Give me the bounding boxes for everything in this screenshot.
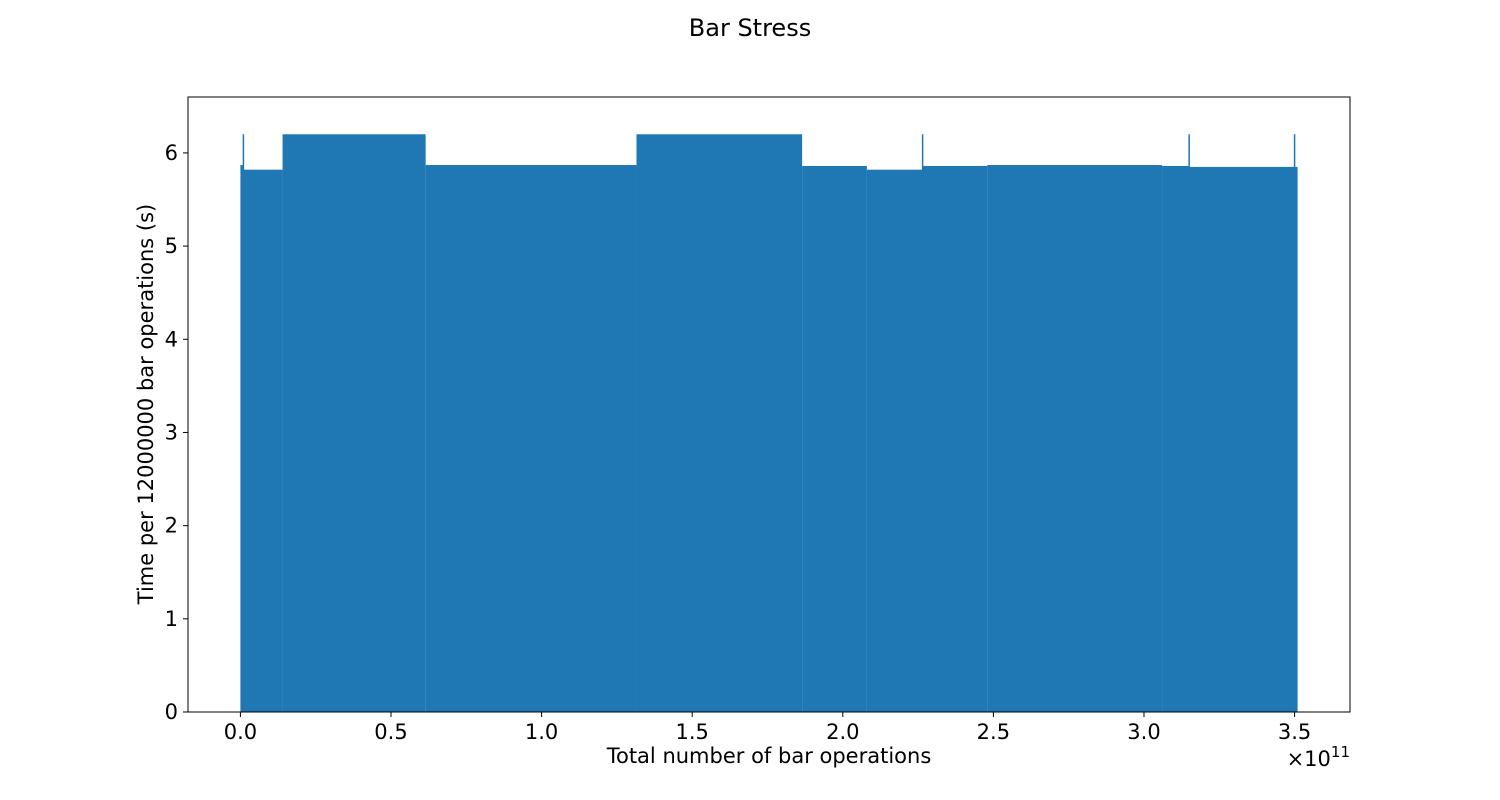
area-segment-6 [866, 169, 923, 712]
x-axis-ticks: 0.0 0.5 1.0 1.5 2.0 2.5 3.0 3.5 [224, 712, 1311, 744]
area-segment-4 [636, 134, 803, 713]
chart-title: Bar Stress [689, 14, 811, 42]
y-tick-label-2: 2 [165, 514, 178, 538]
x-axis-label: Total number of bar operations [606, 744, 932, 768]
x-axis-offset-base: ×10 [1287, 747, 1331, 771]
y-tick-label-0: 0 [165, 700, 178, 724]
y-tick-label-1: 1 [165, 607, 178, 631]
x-tick-label-5: 2.5 [977, 720, 1010, 744]
area-segment-8 [987, 165, 1163, 713]
plot-area [240, 134, 1298, 713]
y-tick-label-4: 4 [165, 327, 178, 351]
x-axis-offset-text: ×1011 [1287, 743, 1350, 771]
area-segment-5 [802, 165, 867, 713]
plot-frame [187, 96, 1351, 713]
x-tick-label-1: 0.5 [374, 720, 407, 744]
x-tick-label-3: 1.5 [675, 720, 708, 744]
area-segment-3 [425, 165, 637, 713]
x-tick-label-4: 2.0 [826, 720, 859, 744]
x-axis-offset-exponent: 11 [1331, 743, 1350, 761]
y-axis-label: Time per 12000000 bar operations (s) [134, 204, 158, 605]
area-segment-7 [922, 165, 988, 713]
x-tick-label-6: 3.0 [1127, 720, 1160, 744]
x-tick-label-0: 0.0 [224, 720, 257, 744]
area-segment-9 [1162, 165, 1190, 713]
y-tick-label-6: 6 [165, 141, 178, 165]
area-segment-0 [240, 165, 244, 713]
x-tick-label-7: 3.5 [1278, 720, 1311, 744]
y-tick-label-3: 3 [165, 420, 178, 444]
y-tick-label-5: 5 [165, 234, 178, 258]
x-tick-label-2: 1.0 [525, 720, 558, 744]
y-axis-ticks: 0 1 2 3 4 5 6 [165, 141, 188, 724]
area-segment-1 [243, 169, 283, 712]
area-segment-2 [282, 134, 426, 713]
area-segment-10 [1189, 166, 1298, 713]
